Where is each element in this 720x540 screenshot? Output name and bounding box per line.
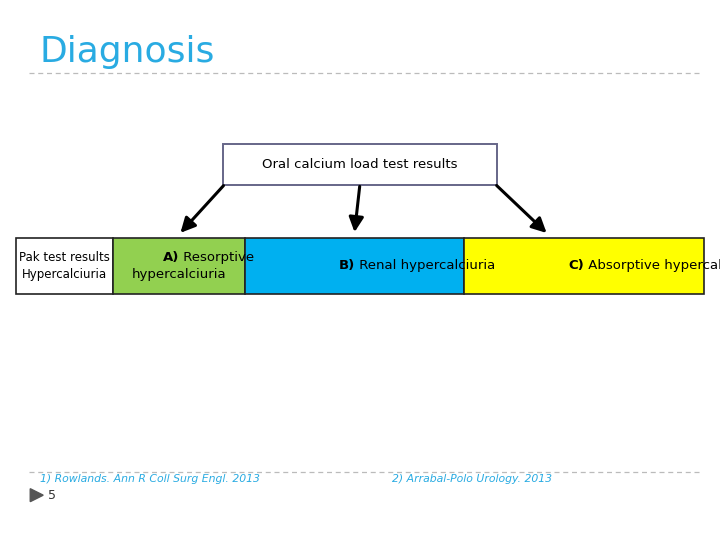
Bar <box>464 238 704 294</box>
Text: 5: 5 <box>48 489 56 502</box>
Text: C): C) <box>569 259 585 273</box>
FancyBboxPatch shape <box>223 145 497 185</box>
Text: Renal hypercalciuria: Renal hypercalciuria <box>355 259 495 273</box>
Text: A): A) <box>163 251 179 264</box>
Text: 2) Arrabal-Polo Urology. 2013: 2) Arrabal-Polo Urology. 2013 <box>392 474 552 484</box>
Text: 1) Rowlands. Ann R Coll Surg Engl. 2013: 1) Rowlands. Ann R Coll Surg Engl. 2013 <box>40 474 259 484</box>
Text: Hypercalciuria: Hypercalciuria <box>22 268 107 281</box>
Text: B): B) <box>338 259 355 273</box>
Text: hypercalciuria: hypercalciuria <box>132 268 226 281</box>
Text: Pak test results: Pak test results <box>19 251 110 264</box>
Text: Resorptive: Resorptive <box>179 251 254 264</box>
Polygon shape <box>30 489 43 502</box>
Text: Oral calcium load test results: Oral calcium load test results <box>262 158 458 171</box>
Bar <box>113 238 245 294</box>
Text: Diagnosis: Diagnosis <box>40 35 215 69</box>
Text: Absorptive hypercalciuria: Absorptive hypercalciuria <box>585 259 720 273</box>
Bar <box>245 238 464 294</box>
Bar <box>16 238 113 294</box>
